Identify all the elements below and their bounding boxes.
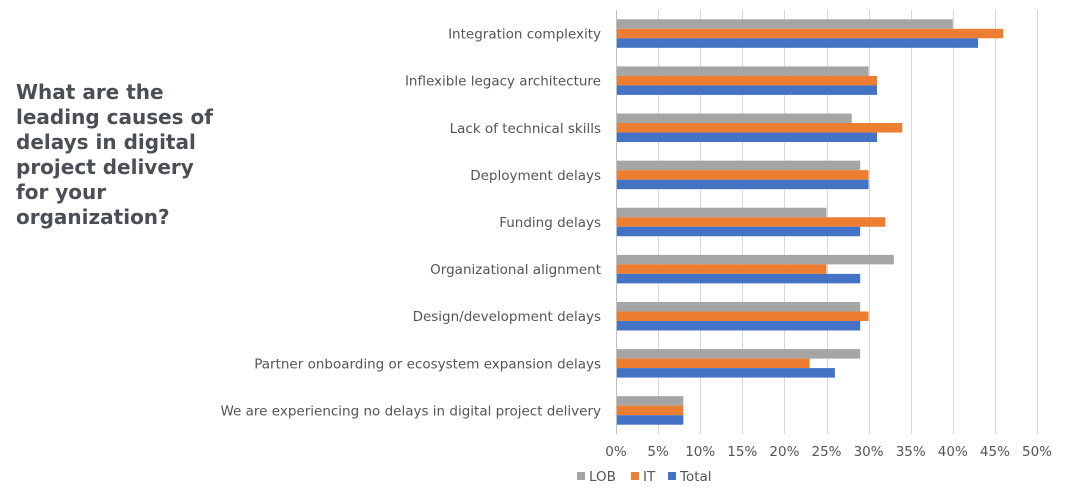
bar-it-4 (616, 217, 886, 227)
x-tick-label: 5% (647, 444, 669, 460)
bar-it-6 (616, 311, 869, 321)
category-label: Integration complexity (448, 27, 601, 43)
bar-lob-4 (616, 207, 827, 218)
bar-lob-6 (616, 301, 861, 312)
category-label: Funding delays (499, 215, 601, 231)
bar-lob-1 (616, 66, 869, 76)
question-heading: What are the leading causes of delays in… (16, 80, 213, 229)
bar-total-5 (616, 273, 861, 284)
x-tick-label: 0% (605, 444, 627, 460)
x-tick-label: 10% (685, 444, 715, 460)
bar-it-8 (616, 405, 684, 416)
bar-total-4 (616, 226, 861, 237)
bar-lob-8 (616, 396, 684, 406)
bar-it-7 (616, 358, 810, 369)
category-label: Inflexible legacy architecture (405, 74, 601, 90)
bar-total-0 (616, 38, 979, 48)
x-tick-label: 40% (938, 444, 968, 460)
bar-it-3 (616, 170, 869, 180)
bar-lob-7 (616, 349, 861, 359)
x-tick-label: 30% (854, 444, 884, 460)
x-tick-label: 25% (811, 444, 841, 460)
bar-it-1 (616, 75, 878, 86)
legend-swatch-lob (577, 472, 585, 480)
category-label: Partner onboarding or ecosystem expansio… (254, 356, 601, 372)
bar-lob-5 (616, 254, 894, 265)
x-tick-label: 50% (1022, 444, 1052, 460)
bar-total-7 (616, 368, 835, 378)
category-label: Deployment delays (470, 168, 601, 184)
bar-total-8 (616, 415, 684, 425)
x-tick-label: 45% (980, 444, 1010, 460)
bar-total-1 (616, 85, 878, 95)
bar-lob-0 (616, 19, 953, 29)
legend-label-lob: LOB (589, 469, 616, 485)
bar-it-5 (616, 264, 827, 274)
bar-it-2 (616, 123, 903, 133)
x-tick-label: 15% (727, 444, 757, 460)
bar-lob-2 (616, 113, 852, 124)
bar-total-6 (616, 320, 861, 331)
category-label: Design/development delays (413, 309, 601, 325)
legend-swatch-total (668, 472, 676, 480)
x-tick-label: 35% (896, 444, 926, 460)
bar-total-3 (616, 179, 869, 190)
bar-total-2 (616, 132, 878, 143)
category-label: Organizational alignment (430, 262, 601, 278)
category-label: Lack of technical skills (450, 121, 601, 137)
x-tick-label: 20% (769, 444, 799, 460)
category-label: We are experiencing no delays in digital… (221, 403, 602, 419)
bar-it-0 (616, 28, 1004, 39)
legend-swatch-it (631, 472, 639, 480)
legend-label-total: Total (679, 469, 712, 485)
bar-lob-3 (616, 160, 861, 171)
legend-label-it: IT (643, 469, 656, 485)
